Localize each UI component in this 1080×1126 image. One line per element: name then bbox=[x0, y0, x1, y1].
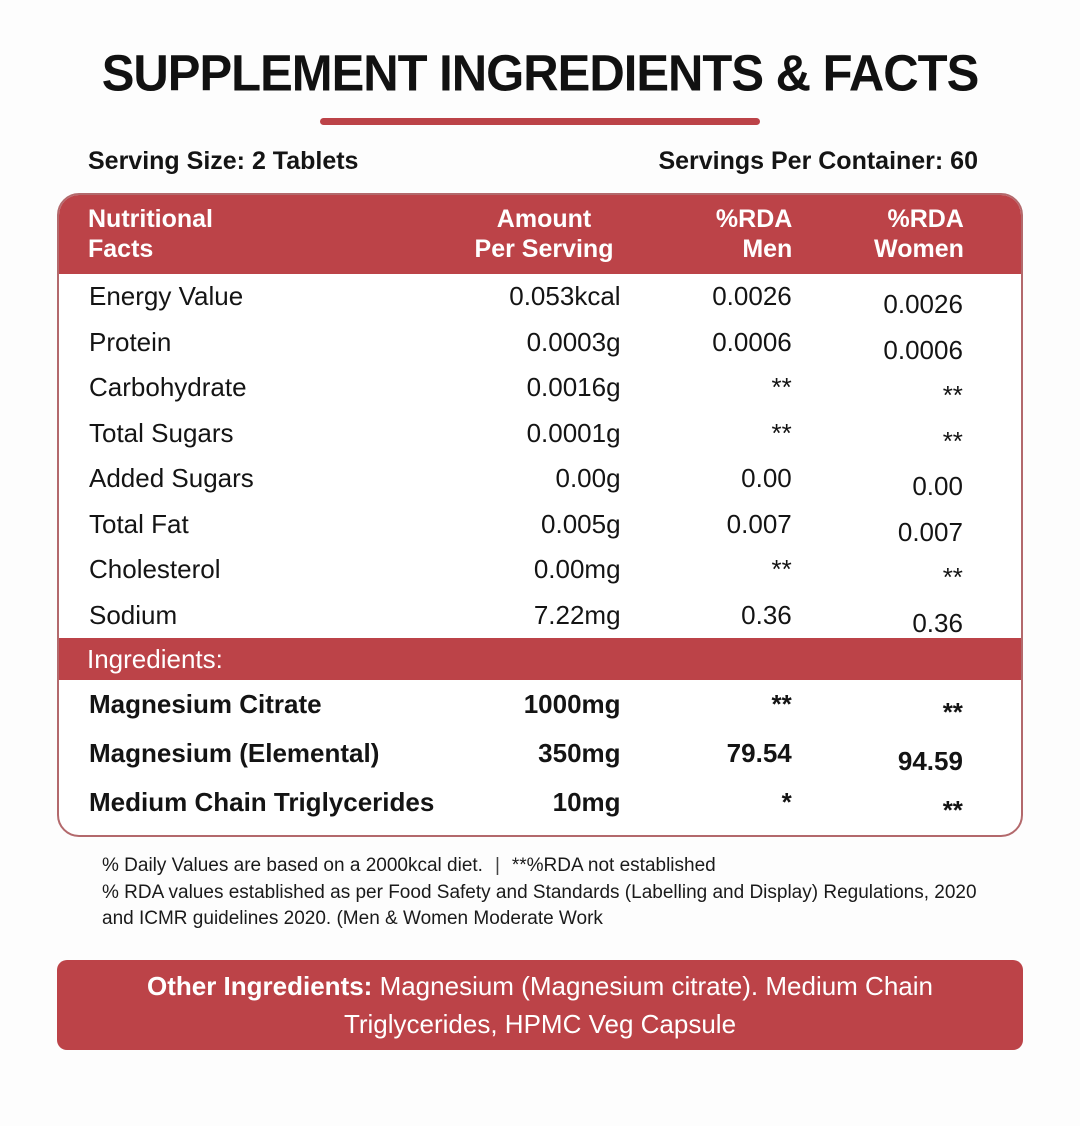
rda-women-value: ** bbox=[942, 795, 963, 825]
header-nutritional-facts: Nutritional Facts bbox=[88, 205, 213, 263]
ingredient-row: Medium Chain Triglycerides 10mg * ** bbox=[59, 778, 1021, 827]
other-ingredients-box: Other Ingredients: Magnesium (Magnesium … bbox=[57, 959, 1023, 1050]
rda-men-value: ** bbox=[771, 372, 792, 403]
nutrient-name: Cholesterol bbox=[89, 554, 221, 585]
nutrient-name: Total Fat bbox=[89, 508, 189, 539]
nutrient-amount: 0.00g bbox=[555, 463, 621, 494]
other-ingredients-label: Other Ingredients: bbox=[146, 970, 373, 1001]
nutrient-name: Total Sugars bbox=[89, 417, 234, 448]
table-header-row: Nutritional Facts Amount Per Serving %RD… bbox=[59, 195, 1021, 274]
header-amount-per-serving: Amount Per Serving bbox=[474, 205, 614, 263]
header-rda-women: %RDA Women bbox=[874, 205, 964, 263]
nutrient-name: Protein bbox=[89, 326, 172, 357]
table-row: Total Sugars 0.0001g ** ** bbox=[59, 411, 1021, 457]
rda-women-value: ** bbox=[942, 425, 963, 456]
footnotes: % Daily Values are based on a 2000kcal d… bbox=[0, 853, 1080, 933]
nutrition-facts-table: Nutritional Facts Amount Per Serving %RD… bbox=[57, 193, 1023, 837]
footnote-line-3: and ICMR guidelines 2020. (Men & Women M… bbox=[102, 908, 603, 929]
table-bottom-padding bbox=[59, 827, 1021, 835]
nutrient-amount: 7.22mg bbox=[533, 599, 621, 630]
table-row: Cholesterol 0.00mg ** ** bbox=[59, 547, 1021, 593]
ingredients-section-band: Ingredients: bbox=[59, 638, 1021, 680]
rda-women-value: 0.0006 bbox=[883, 334, 963, 365]
other-ingredients-line-2: Triglycerides, HPMC Veg Capsule bbox=[343, 1008, 737, 1039]
table-row: Protein 0.0003g 0.0006 0.0006 bbox=[59, 320, 1021, 366]
rda-women-value: 0.00 bbox=[912, 471, 963, 502]
footnote-line-1: % Daily Values are based on a 2000kcal d… bbox=[102, 853, 1080, 880]
header-rda-men: %RDA Men bbox=[715, 205, 793, 263]
rda-women-value: ** bbox=[942, 697, 963, 727]
rda-women-value: 0.0026 bbox=[883, 289, 963, 320]
ingredients-label: Ingredients: bbox=[87, 643, 223, 674]
rda-men-value: ** bbox=[771, 554, 792, 585]
nutrient-amount: 0.005g bbox=[541, 508, 621, 539]
ingredient-amount: 350mg bbox=[538, 738, 621, 768]
page-title: SUPPLEMENT INGREDIENTS & FACTS bbox=[101, 45, 980, 103]
ingredient-row: Magnesium (Elemental) 350mg 79.54 94.59 bbox=[59, 729, 1021, 778]
nutrient-name: Sodium bbox=[89, 599, 178, 630]
nutrient-amount: 0.0003g bbox=[526, 326, 621, 357]
ingredient-name: Magnesium Citrate bbox=[89, 689, 322, 719]
table-row: Added Sugars 0.00g 0.00 0.00 bbox=[59, 456, 1021, 502]
serving-size: Serving Size: 2 Tablets bbox=[88, 147, 359, 175]
rda-men-value: 0.0006 bbox=[712, 326, 792, 357]
nutrient-amount: 0.053kcal bbox=[509, 281, 621, 312]
footnote-separator: | bbox=[494, 855, 500, 876]
rda-women-value: 0.36 bbox=[912, 607, 963, 638]
table-row: Energy Value 0.053kcal 0.0026 0.0026 bbox=[59, 274, 1021, 320]
nutrient-name: Energy Value bbox=[89, 281, 244, 312]
ingredient-amount: 1000mg bbox=[523, 689, 621, 719]
nutrient-name: Carbohydrate bbox=[89, 372, 247, 403]
nutrient-name: Added Sugars bbox=[89, 463, 254, 494]
footnote-line-2: % RDA values established as per Food Saf… bbox=[102, 881, 977, 903]
ingredient-name: Medium Chain Triglycerides bbox=[89, 787, 435, 817]
servings-per-container: Servings Per Container: 60 bbox=[658, 147, 978, 175]
rda-women-value: ** bbox=[942, 380, 963, 411]
rda-women-value: 94.59 bbox=[897, 746, 963, 776]
table-row: Total Fat 0.005g 0.007 0.007 bbox=[59, 502, 1021, 548]
rda-women-value: 0.007 bbox=[897, 516, 963, 547]
nutrient-amount: 0.00mg bbox=[533, 554, 621, 585]
nutrient-amount: 0.0016g bbox=[526, 372, 621, 403]
rda-men-value: 0.0026 bbox=[712, 281, 792, 312]
ingredient-row: Magnesium Citrate 1000mg ** ** bbox=[59, 680, 1021, 729]
rda-men-value: ** bbox=[771, 417, 792, 448]
table-row: Sodium 7.22mg 0.36 0.36 bbox=[59, 593, 1021, 639]
supplement-facts-label: SUPPLEMENT INGREDIENTS & FACTS Serving S… bbox=[0, 46, 1080, 1126]
rda-men-value: 79.54 bbox=[726, 738, 792, 768]
rda-women-value: ** bbox=[942, 562, 963, 593]
rda-men-value: 0.007 bbox=[726, 508, 792, 539]
rda-men-value: 0.00 bbox=[741, 463, 792, 494]
title-underline bbox=[320, 118, 760, 125]
ingredient-amount: 10mg bbox=[552, 787, 621, 817]
table-row: Carbohydrate 0.0016g ** ** bbox=[59, 365, 1021, 411]
rda-men-value: ** bbox=[771, 689, 792, 719]
other-ingredients-line-1: Other Ingredients: Magnesium (Magnesium … bbox=[146, 970, 933, 1001]
rda-men-value: 0.36 bbox=[741, 599, 792, 630]
rda-men-value: * bbox=[781, 787, 792, 817]
serving-info: Serving Size: 2 Tablets Servings Per Con… bbox=[0, 147, 1080, 176]
nutrient-amount: 0.0001g bbox=[526, 417, 621, 448]
ingredient-name: Magnesium (Elemental) bbox=[89, 738, 380, 768]
